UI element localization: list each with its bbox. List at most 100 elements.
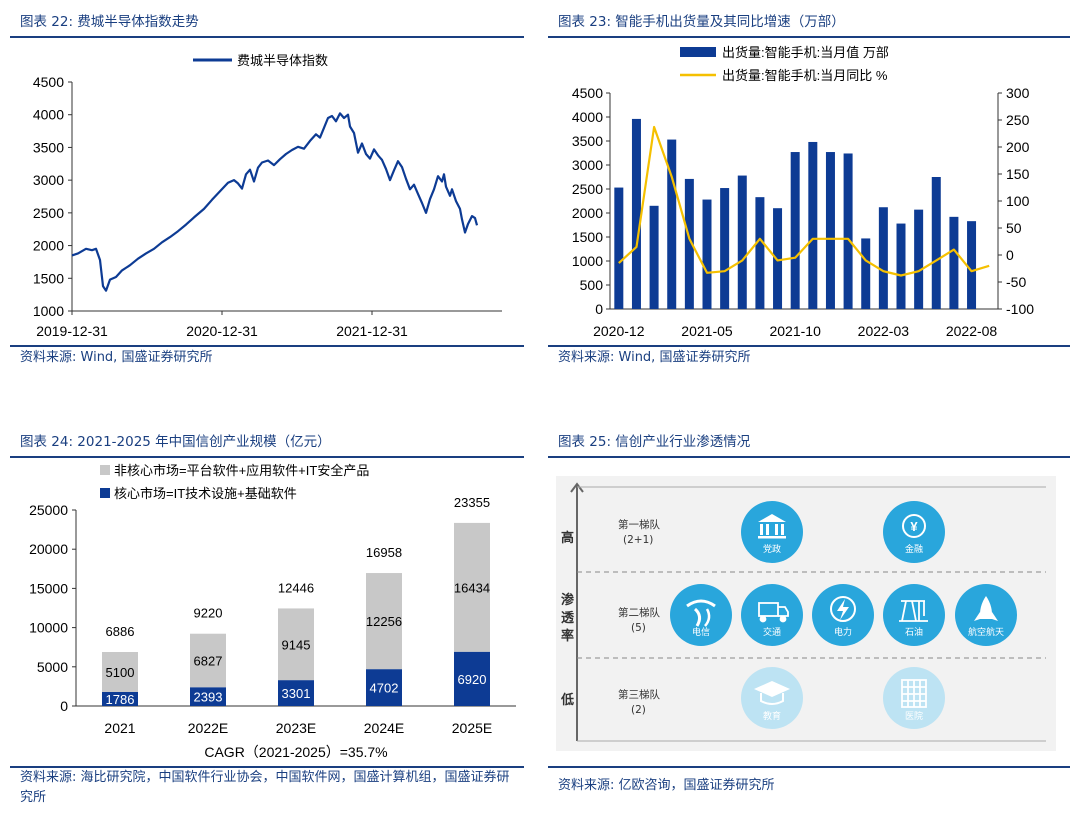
fig25-diagram: 高 渗 透 率 低 第一梯队 (2+1) 第二梯队 (5) 第三梯队 (2) 党… (556, 476, 1056, 751)
fig23-bar (720, 188, 730, 309)
fig23-right-tick: 150 (1006, 166, 1030, 182)
fig22-legend-label: 费城半导体指数 (237, 53, 328, 68)
fig24-core-bar (366, 669, 402, 706)
fig25-item-hangkong-label: 航空航天 (968, 626, 1004, 637)
fig24-noncore-bar (278, 608, 314, 681)
fig23-right-tick: 300 (1006, 85, 1030, 101)
fig25-item-jinrong: ¥ 金融 (883, 501, 945, 563)
fig24-legend-noncore-swatch (100, 465, 110, 475)
fig23-x-tick: 2021-05 (681, 323, 733, 339)
fig23-bar (737, 175, 747, 309)
fig23-bottom-rule (548, 345, 1070, 347)
fig25-item-jiaoyu-label: 教育 (763, 710, 781, 721)
fig23-bar (931, 177, 941, 309)
fig23-right-tick: 50 (1006, 220, 1022, 236)
fig24-core-bar (278, 680, 314, 706)
fig24-y-tick: 20000 (29, 541, 68, 557)
fig23-legend-line-label: 出货量:智能手机:当月同比 % (722, 68, 888, 83)
fig24-legend-core-swatch (100, 488, 110, 498)
fig25-item-dangzheng-label: 党政 (763, 543, 781, 554)
fig25-top-rule (548, 456, 1070, 458)
fig25-tier1-sub: (2+1) (623, 534, 653, 546)
fig23-bar (755, 197, 765, 309)
fig23-bar (949, 216, 959, 309)
fig25-source: 资料来源: 亿欧咨询，国盛证券研究所 (558, 778, 775, 793)
rocket-icon (974, 596, 998, 621)
fig25-item-jiaotong-label: 交通 (763, 626, 781, 637)
svg-text:¥: ¥ (910, 519, 918, 534)
fig25-item-jiaoyu: 教育 (741, 667, 803, 729)
fig24-legend-noncore-label: 非核心市场=平台软件+应用软件+IT安全产品 (114, 463, 369, 478)
fig24-legend-core-label: 核心市场=IT技术设施+基础软件 (114, 486, 297, 501)
fig23-right-tick: 250 (1006, 112, 1030, 128)
fig25-title: 图表 25: 信创产业行业渗透情况 (558, 434, 751, 450)
fig25-tier2-sub: (5) (631, 622, 646, 634)
oil-derrick-icon (899, 600, 928, 622)
fig22-y-tick: 1500 (33, 270, 64, 286)
fig24-noncore-label: 6827 (194, 653, 223, 668)
fig22-panel: 图表 22: 费城半导体指数走势 4500 4000 3500 3000 2500 200… (0, 0, 530, 380)
fig23-bar (808, 141, 818, 309)
fig23-bar (773, 208, 783, 309)
fig24-cagr: CAGR（2021-2025）=35.7% (204, 744, 387, 760)
truck-icon (758, 602, 789, 623)
fig22-source: 资料来源: Wind, 国盛证券研究所 (20, 350, 213, 365)
fig25-axis-arrow (570, 482, 584, 493)
fig24-total-label: 23355 (454, 495, 490, 510)
fig23-left-tick: 0 (595, 301, 603, 317)
fig23-right-tick: 200 (1006, 139, 1030, 155)
fig25-item-dangzheng: 党政 (741, 501, 803, 563)
fig23-bar (631, 118, 641, 309)
fig24-y-tick: 10000 (29, 620, 68, 636)
fig24-y-tick: 0 (60, 698, 68, 714)
fig25-item-hangkong: 航空航天 (955, 584, 1017, 646)
fig22-x-tick: 2019-12-31 (36, 323, 108, 339)
fig25-axis-tou: 透 (561, 611, 574, 626)
fig24-noncore-bar (454, 522, 490, 652)
fig23-bar (843, 153, 853, 309)
fig23-left-tick: 2500 (572, 181, 603, 197)
fig24-total-label: 12446 (278, 580, 314, 595)
fig22-y-tick: 3000 (33, 172, 64, 188)
fig25-item-jinrong-label: 金融 (905, 543, 923, 554)
fig24-x-tick: 2021 (104, 720, 135, 736)
fig24-chart: 25000 20000 15000 10000 5000 0 1786 5100 6886 202… (29, 463, 516, 760)
fig25-tier3-sub: (2) (631, 704, 646, 716)
telecom-logo-icon (686, 599, 716, 627)
fig22-series-line (71, 112, 479, 292)
fig23-bar (896, 223, 906, 309)
fig24-panel: 图表 24: 2021-2025 年中国信创产业规模（亿元） 25000 2000… (0, 420, 530, 818)
fig22-y-tick: 2000 (33, 238, 64, 254)
fig23-left-tick: 1000 (572, 253, 603, 269)
fig24-y-tick: 15000 (29, 580, 68, 596)
fig23-left-tick: 4000 (572, 109, 603, 125)
fig22-y-tick: 2500 (33, 205, 64, 221)
fig24-noncore-label: 5100 (106, 665, 135, 680)
fig23-left-tick: 2000 (572, 205, 603, 221)
fig22-bottom-rule (10, 345, 524, 347)
fig23-top-rule (548, 36, 1070, 38)
fig23-x-tick: 2022-03 (858, 323, 910, 339)
fig24-core-bar (190, 687, 226, 706)
fig24-core-bar (102, 691, 138, 706)
fig24-x-tick: 2022E (188, 720, 228, 736)
fig23-bar (667, 139, 677, 309)
fig24-x-tick: 2024E (364, 720, 404, 736)
fig23-bar (790, 152, 800, 309)
fig23-x-tick: 2020-12 (593, 323, 645, 339)
fig24-top-rule (10, 456, 524, 458)
fig23-bar (649, 205, 659, 309)
fig24-noncore-bar (102, 652, 138, 692)
fig24-total-label: 9220 (194, 606, 223, 621)
fig24-y-tick: 5000 (37, 659, 68, 675)
fig25-axis-lv: 率 (561, 628, 574, 644)
fig22-y-tick: 3500 (33, 139, 64, 155)
fig25-item-shiyou-label: 石油 (905, 626, 923, 637)
fig25-tier2-label: 第二梯队 (618, 606, 660, 619)
fig23-legend-bar-swatch (680, 47, 716, 57)
fig24-total-label: 6886 (106, 624, 135, 639)
fig23-yoy-line (618, 125, 990, 277)
fig24-core-label: 6920 (458, 672, 487, 687)
fig23-bar (861, 238, 871, 309)
graduation-cap-icon (754, 681, 790, 705)
